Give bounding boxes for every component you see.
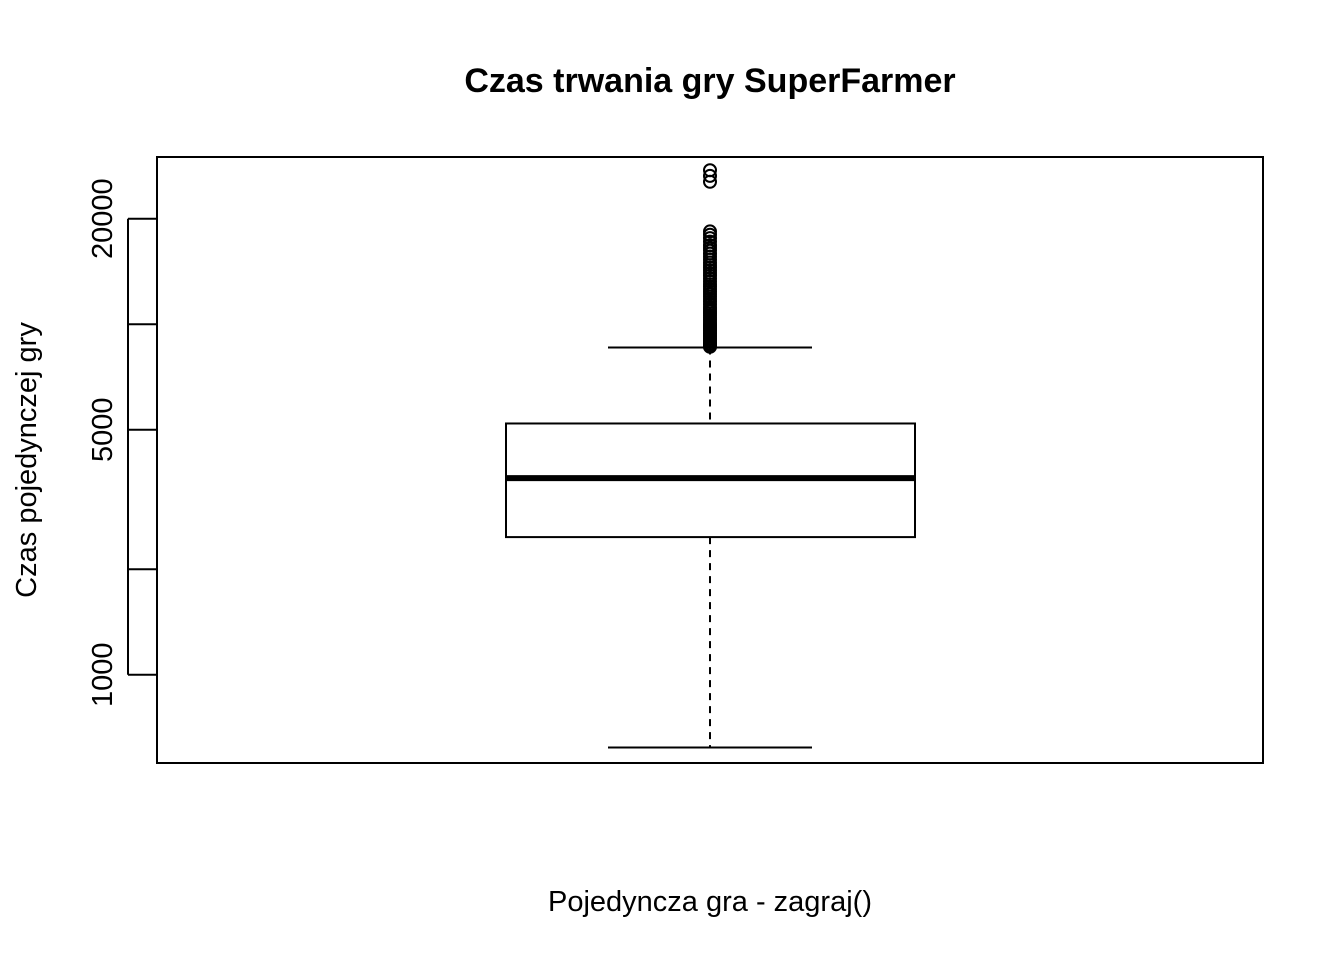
y-tick-label: 20000 [87,178,119,259]
y-axis: 1000 5000 20000 [87,178,156,707]
x-axis-label: Pojedyncza gra - zagraj() [548,886,872,918]
outlier-point [703,224,717,239]
outlier-point [703,163,717,178]
boxplot [505,346,916,749]
plot-frame [156,156,1264,764]
outlier-points [703,163,717,354]
y-axis-label: Czas pojedynczej gry [11,322,43,598]
y-tick-label: 5000 [87,397,119,462]
chart-title: Czas trwania gry SuperFarmer [464,62,955,100]
outlier-point [703,168,717,183]
y-tick-label: 1000 [87,642,119,707]
